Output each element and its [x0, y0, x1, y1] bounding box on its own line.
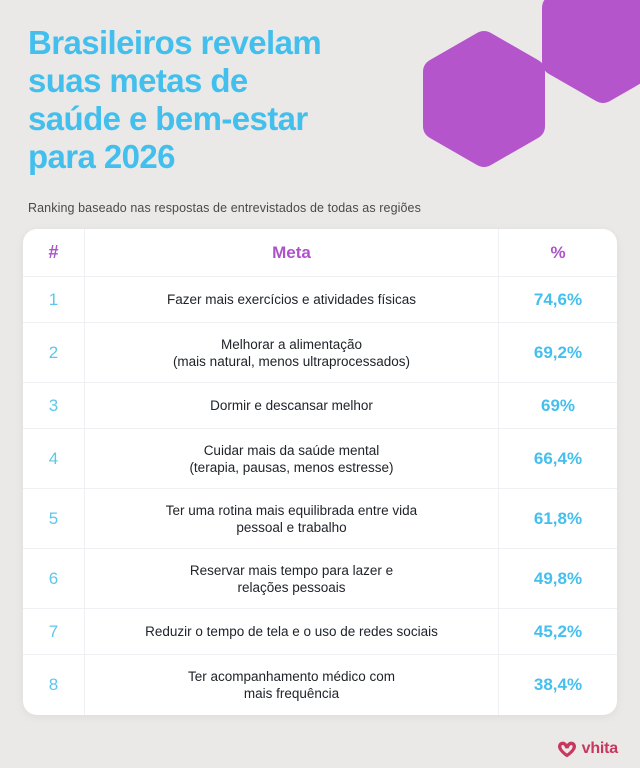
row-goal: Ter uma rotina mais equilibrada entre vi… — [85, 489, 499, 548]
header: Brasileiros revelam suas metas de saúde … — [28, 24, 448, 216]
table-row[interactable]: 8 Ter acompanhamento médico com mais fre… — [23, 655, 617, 715]
table-row[interactable]: 6 Reservar mais tempo para lazer e relaç… — [23, 549, 617, 609]
table-row[interactable]: 4 Cuidar mais da saúde mental (terapia, … — [23, 429, 617, 489]
row-goal: Fazer mais exercícios e atividades físic… — [85, 277, 499, 322]
row-percent: 69,2% — [533, 342, 583, 362]
table-row[interactable]: 1 Fazer mais exercícios e atividades fís… — [23, 277, 617, 323]
row-rank: 8 — [23, 655, 85, 715]
column-header-percent: % — [550, 242, 566, 262]
row-rank: 1 — [23, 277, 85, 322]
row-goal: Ter acompanhamento médico com mais frequ… — [85, 655, 499, 715]
row-rank: 5 — [23, 489, 85, 548]
column-header-rank: # — [23, 229, 85, 276]
row-goal: Cuidar mais da saúde mental (terapia, pa… — [85, 429, 499, 488]
table-row[interactable]: 2 Melhorar a alimentação (mais natural, … — [23, 323, 617, 383]
row-percent: 74,6% — [533, 289, 583, 309]
table-row[interactable]: 5 Ter uma rotina mais equilibrada entre … — [23, 489, 617, 549]
logo-text: vhita — [581, 740, 619, 757]
row-percent: 69% — [540, 395, 576, 415]
row-percent: 45,2% — [533, 621, 583, 641]
row-goal: Dormir e descansar melhor — [85, 383, 499, 428]
row-goal: Reduzir o tempo de tela e o uso de redes… — [85, 609, 499, 654]
row-rank: 2 — [23, 323, 85, 382]
table-row[interactable]: 7 Reduzir o tempo de tela e o uso de red… — [23, 609, 617, 655]
table-row[interactable]: 3 Dormir e descansar melhor 69% — [23, 383, 617, 429]
vhita-logo[interactable]: vhita — [557, 740, 618, 758]
hexagon-shape-top-right — [542, 0, 640, 103]
row-rank: 4 — [23, 429, 85, 488]
row-goal: Melhorar a alimentação (mais natural, me… — [85, 323, 499, 382]
row-percent: 38,4% — [533, 675, 583, 694]
table-header-row: # Meta % — [23, 229, 617, 277]
row-rank: 7 — [23, 609, 85, 654]
row-percent: 66,4% — [533, 448, 583, 468]
row-percent: 61,8% — [533, 508, 583, 528]
ranking-table: # Meta % 1 Fazer mais exercícios e ativi… — [23, 229, 617, 715]
row-goal: Reservar mais tempo para lazer e relaçõe… — [85, 549, 499, 608]
page-subtitle: Ranking baseado nas respostas de entrevi… — [28, 201, 421, 215]
row-rank: 6 — [23, 549, 85, 608]
heart-icon — [557, 741, 576, 757]
page-title: Brasileiros revelam suas metas de saúde … — [28, 24, 322, 175]
row-percent: 49,8% — [533, 568, 583, 588]
column-header-goal: Meta — [85, 229, 499, 276]
row-rank: 3 — [23, 383, 85, 428]
